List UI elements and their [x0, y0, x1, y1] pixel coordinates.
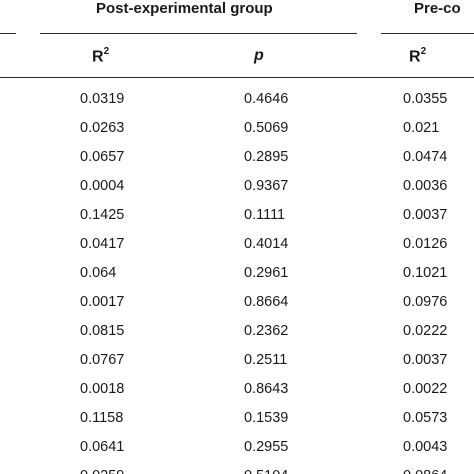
- cell-r-squared-pre: 0.0474: [403, 149, 448, 165]
- cell-r-squared-post: 0.0767: [80, 352, 125, 368]
- cell-r-squared-post: 0.064: [80, 265, 117, 281]
- cell-p-value-post: 0.5104: [244, 462, 288, 474]
- cell-r-squared-post: 0.0004: [80, 178, 125, 194]
- cell-r-squared-post: 0.0815: [80, 323, 125, 339]
- cell-r-squared-pre: 0.0573: [403, 410, 448, 426]
- header-r-label: R: [92, 48, 104, 66]
- table-row: 0.0017 0.8664 0.0976: [0, 288, 474, 317]
- table-row: 0.0259 0.5104 0.0864: [0, 462, 474, 474]
- cell-r-squared-pre: 0.0126: [403, 236, 448, 252]
- cell-p-value-post: 0.9367: [244, 178, 289, 194]
- table-row: 0.1158 0.1539 0.0573: [0, 404, 474, 433]
- cell-r-squared-pre: 0.0036: [403, 178, 448, 194]
- table-row: 0.0657 0.2895 0.0474: [0, 143, 474, 172]
- cell-p-value-post: 0.5069: [244, 120, 289, 136]
- table-row: 0.0004 0.9367 0.0036: [0, 172, 474, 201]
- cell-r-squared-post: 0.0657: [80, 149, 125, 165]
- cell-p-value-post: 0.2961: [244, 265, 289, 281]
- table-row: 0.0018 0.8643 0.0022: [0, 375, 474, 404]
- cell-p-value-post: 0.4646: [244, 91, 289, 107]
- table-row: 0.0641 0.2955 0.0043: [0, 433, 474, 462]
- group-title-pre-control: Pre-co: [414, 0, 461, 17]
- cell-r-squared-post: 0.0641: [80, 439, 125, 455]
- cell-r-squared-pre: 0.0864: [403, 462, 447, 474]
- cell-r-squared-pre: 0.0037: [403, 352, 448, 368]
- cell-r-squared-post: 0.1425: [80, 207, 125, 223]
- cell-r-squared-pre: 0.0043: [403, 439, 448, 455]
- cell-p-value-post: 0.8643: [244, 381, 289, 397]
- cell-p-value-post: 0.2362: [244, 323, 289, 339]
- cell-r-squared-post: 0.0018: [80, 381, 125, 397]
- cell-r-squared-pre: 0.021: [403, 120, 440, 136]
- table-row: 0.064 0.2961 0.1021: [0, 259, 474, 288]
- cell-p-value-post: 0.1539: [244, 410, 289, 426]
- cell-r-squared-pre: 0.0222: [403, 323, 448, 339]
- header-r-superscript: 2: [103, 46, 110, 57]
- cell-p-value-post: 0.4014: [244, 236, 289, 252]
- table-row: 0.0417 0.4014 0.0126: [0, 230, 474, 259]
- cell-p-value-post: 0.2895: [244, 149, 289, 165]
- cell-p-value-post: 0.8664: [244, 294, 289, 310]
- header-r-superscript: 2: [420, 46, 427, 57]
- cell-r-squared-post: 0.0319: [80, 91, 125, 107]
- group-underline-post: [40, 33, 357, 34]
- cell-r-squared-post: 0.0263: [80, 120, 125, 136]
- cell-r-squared-pre: 0.0976: [403, 294, 448, 310]
- table-row: 0.0767 0.2511 0.0037: [0, 346, 474, 375]
- header-p-value-post: p: [254, 47, 264, 64]
- cell-p-value-post: 0.2511: [244, 352, 288, 368]
- cell-r-squared-post: 0.0417: [80, 236, 125, 252]
- group-title-post-experimental: Post-experimental group: [96, 0, 273, 17]
- cell-r-squared-pre: 0.0355: [403, 91, 448, 107]
- header-r-label: R: [409, 48, 421, 66]
- cell-r-squared-pre: 0.0037: [403, 207, 448, 223]
- cell-p-value-post: 0.2955: [244, 439, 289, 455]
- cell-r-squared-pre: 0.0022: [403, 381, 448, 397]
- table-row: 0.0815 0.2362 0.0222: [0, 317, 474, 346]
- cell-r-squared-post: 0.0017: [80, 294, 125, 310]
- table-row: 0.0263 0.5069 0.021: [0, 114, 474, 143]
- table-row: 0.1425 0.1111 0.0037: [0, 201, 474, 230]
- header-r-squared-pre: R2: [409, 46, 427, 66]
- cell-r-squared-post: 0.1158: [80, 410, 124, 426]
- table-row: 0.0319 0.4646 0.0355: [0, 85, 474, 114]
- header-r-squared-post: R2: [92, 46, 110, 66]
- left-top-rule: [0, 33, 16, 34]
- header-bottom-rule: [0, 77, 474, 78]
- group-underline-pre: [381, 33, 474, 34]
- cell-r-squared-pre: 0.1021: [403, 265, 448, 281]
- cell-r-squared-post: 0.0259: [80, 462, 124, 474]
- cell-p-value-post: 0.1111: [244, 207, 286, 223]
